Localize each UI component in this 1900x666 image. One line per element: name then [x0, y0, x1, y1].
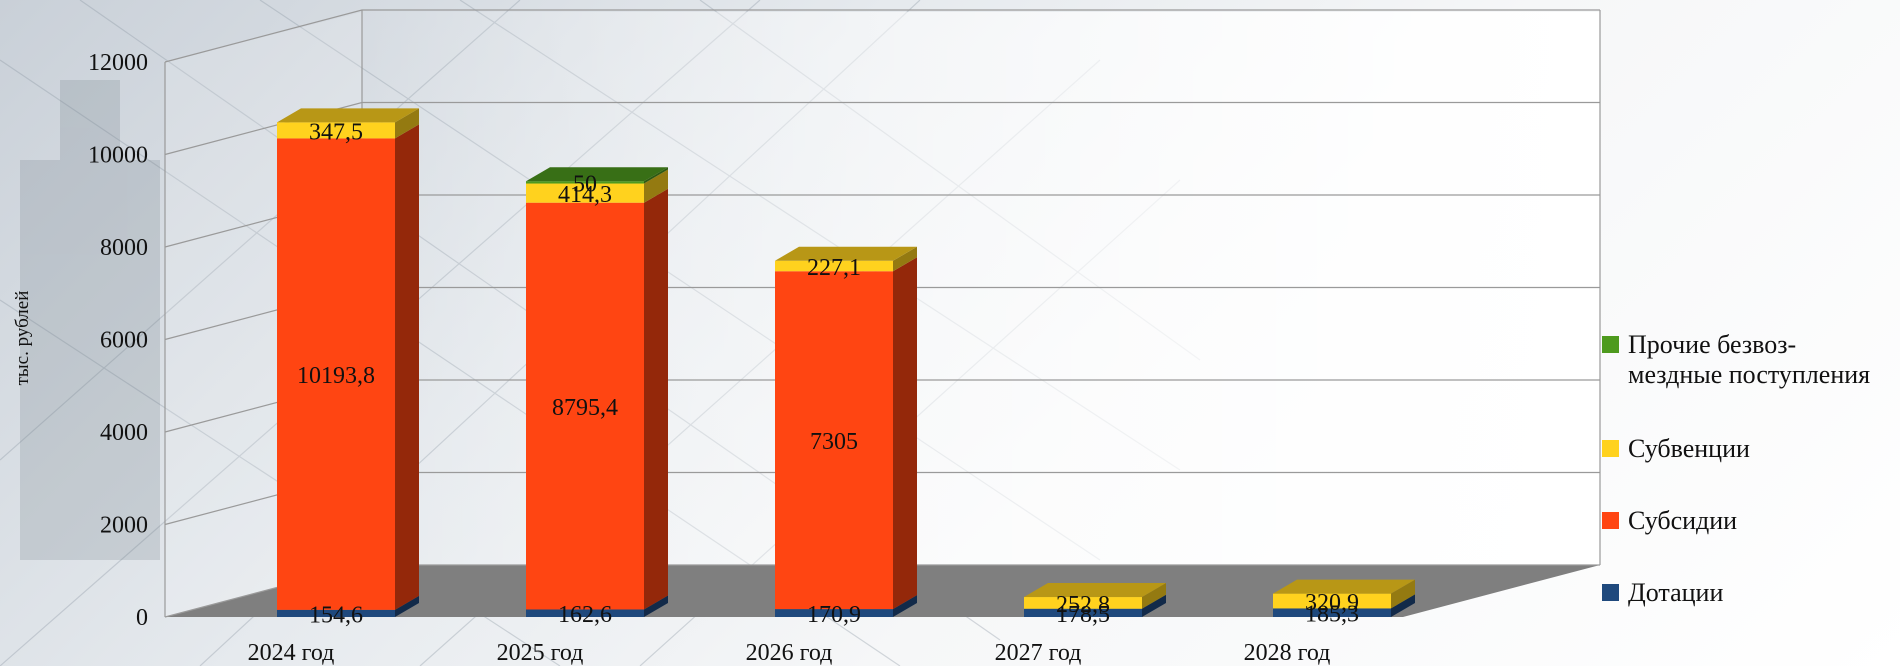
bar-segment-front [526, 183, 644, 203]
legend-label: Дотации [1628, 578, 1724, 607]
bar-segment-front [526, 202, 644, 610]
bar-segment-front [526, 181, 644, 184]
bar-stack [775, 246, 917, 617]
bar-segment-front [1273, 608, 1391, 617]
data-label: 252,8 [1056, 592, 1110, 618]
y-tick-label: 10000 [88, 143, 148, 169]
bar-segment-side [893, 246, 917, 272]
data-label: 10193,8 [297, 363, 375, 389]
x-category-label: 2024 год [248, 640, 335, 666]
bar-segment-side [644, 169, 668, 203]
bar-segment-front [775, 260, 893, 272]
legend-label: Прочие безвоз- мездные поступления [1628, 330, 1871, 389]
x-category-label: 2025 год [497, 640, 584, 666]
y-tick-label: 2000 [100, 513, 148, 539]
bar-segment-side [644, 167, 668, 184]
data-label: 185,3 [1305, 602, 1359, 628]
legend-swatch [1602, 584, 1619, 601]
bar-segment-side [395, 124, 419, 610]
data-label: 50 [573, 171, 597, 197]
legend-label: Субсидии [1628, 506, 1738, 535]
bar-segment-front [1273, 593, 1391, 609]
x-axis-categories: 2024 год 2025 год 2026 год 2027 год 2028 год [248, 640, 1331, 666]
x-category-label: 2027 год [995, 640, 1082, 666]
data-label: 178,5 [1056, 602, 1110, 628]
legend-item: Субсидии [1602, 506, 1737, 536]
legend-item: Субвенции [1602, 434, 1750, 464]
bar-segment-side [644, 188, 668, 610]
data-label: 162,6 [558, 602, 612, 628]
data-label: 154,6 [309, 602, 363, 628]
x-category-label: 2026 год [746, 640, 833, 666]
bars [277, 108, 1415, 617]
legend-swatch [1602, 440, 1619, 457]
bar-segment-front [277, 122, 395, 139]
bar-stack [277, 108, 419, 617]
bar-top-face [277, 108, 419, 123]
data-label: 347,5 [309, 119, 363, 145]
bar-segment-front [526, 609, 644, 617]
bar-segment-side [395, 108, 419, 139]
bar-segment-side [395, 595, 419, 617]
legend-swatch [1602, 336, 1619, 353]
data-label: 227,1 [807, 255, 861, 281]
data-label: 320,9 [1305, 590, 1359, 616]
data-label: 170,9 [807, 602, 861, 628]
y-tick-label: 0 [136, 605, 148, 631]
bar-segment-side [644, 595, 668, 617]
bar-segment-front [775, 271, 893, 610]
bar-segment-side [1391, 594, 1415, 617]
data-labels: 154,6 10193,8 347,5 162,6 8795,4 414,350 170,9… [297, 119, 1359, 628]
bar-stack [1273, 579, 1415, 617]
bar-segment-front [1024, 597, 1142, 609]
legend-item: Прочие безвоз- мездные поступления [1602, 330, 1870, 390]
bar-segment-side [1391, 579, 1415, 609]
y-axis-ticks: 0 2000 4000 6000 8000 10000 12000 [88, 50, 148, 631]
y-tick-label: 4000 [100, 420, 148, 446]
bar-stack [526, 167, 668, 617]
bar-top-face [775, 246, 917, 261]
back-wall [362, 12, 1600, 565]
bar-segment-front [775, 609, 893, 617]
bar-stack [1024, 583, 1166, 617]
bar-segment-side [1142, 583, 1166, 609]
bar-segment-side [1142, 594, 1166, 617]
y-axis-title: тыс. рублей [12, 291, 33, 386]
bar-top-face [526, 167, 668, 182]
bar-top-face [1024, 583, 1166, 598]
bar-segment-front [277, 138, 395, 610]
bar-segment-side [893, 257, 917, 610]
y-tick-label: 12000 [88, 50, 148, 76]
legend-label: Субвенции [1628, 434, 1750, 463]
bar-segment-side [893, 595, 917, 617]
legend-swatch [1602, 512, 1619, 529]
y-tick-label: 6000 [100, 328, 148, 354]
x-category-label: 2028 год [1244, 640, 1331, 666]
data-label: 7305 [810, 429, 858, 455]
bar-segment-front [277, 609, 395, 617]
data-label: 8795,4 [552, 395, 618, 421]
y-tick-label: 8000 [100, 235, 148, 261]
legend-item: Дотации [1602, 578, 1723, 608]
bar-top-face [1273, 579, 1415, 594]
bar-segment-front [1024, 608, 1142, 617]
data-label: 414,3 [558, 182, 612, 208]
